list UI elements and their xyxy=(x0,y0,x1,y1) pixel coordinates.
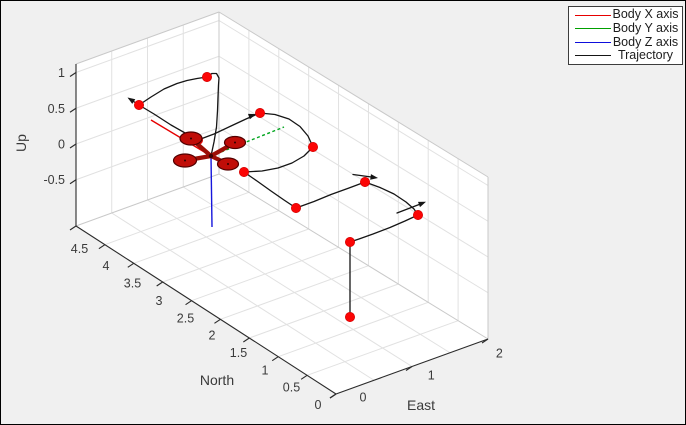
legend-line-sample-body-y xyxy=(575,28,611,30)
legend-line-sample-body-z xyxy=(575,41,611,43)
svg-text:1.5: 1.5 xyxy=(230,346,247,360)
legend-entry-body-y: Body Y axis xyxy=(571,20,680,36)
legend-label-body-x: Body X axis xyxy=(612,7,679,22)
waypoint-marker xyxy=(344,237,355,248)
quadcopter-hub xyxy=(208,153,214,159)
svg-text:Up: Up xyxy=(13,134,29,152)
svg-text:North: North xyxy=(200,372,234,388)
waypoint-marker xyxy=(307,142,318,153)
legend-label-body-y: Body Y axis xyxy=(612,20,679,35)
svg-text:0.5: 0.5 xyxy=(283,381,300,395)
svg-text:4.5: 4.5 xyxy=(71,242,88,256)
svg-text:3: 3 xyxy=(156,294,163,308)
svg-text:1: 1 xyxy=(58,66,65,80)
legend-line-sample-trajectory xyxy=(575,55,611,57)
legend-entry-body-x: Body X axis xyxy=(571,8,680,22)
quadcopter-model xyxy=(172,131,247,171)
svg-text:4: 4 xyxy=(103,259,110,273)
body-z-axis-line xyxy=(210,155,213,228)
legend-entry-trajectory: Trajectory xyxy=(571,48,680,63)
rotor-center-dot xyxy=(227,163,229,165)
waypoint-markers xyxy=(134,72,423,322)
trajectory-direction-arrows xyxy=(127,97,426,208)
svg-text:0: 0 xyxy=(315,398,322,412)
waypoint-marker xyxy=(344,311,355,322)
legend-label-body-z: Body Z axis xyxy=(612,34,679,49)
grid-lines xyxy=(75,20,489,381)
waypoint-marker xyxy=(290,203,301,214)
svg-text:1: 1 xyxy=(262,363,269,377)
svg-text:1: 1 xyxy=(428,369,435,383)
waypoint-marker xyxy=(202,72,213,83)
waypoint-marker xyxy=(255,108,266,119)
tick-labels: 0 0.5 1 1.5 2 2.5 3 3.5 4 4.5 0 1 2 -0.5 0 0.5 1 xyxy=(43,66,502,412)
rotor-center-dot xyxy=(184,159,186,162)
svg-text:0.5: 0.5 xyxy=(48,102,65,116)
legend[interactable]: Body X axis Body Y axis Body Z axis Traj… xyxy=(568,6,683,65)
svg-text:0: 0 xyxy=(58,137,65,151)
svg-text:0: 0 xyxy=(360,391,367,405)
legend-line-sample-body-x xyxy=(575,14,611,16)
rotor-center-dot xyxy=(190,137,192,140)
svg-text:2: 2 xyxy=(209,329,216,343)
waypoint-marker xyxy=(359,177,370,188)
waypoint-marker xyxy=(239,167,250,178)
axis-titles: Up North East xyxy=(13,134,435,413)
svg-text:2.5: 2.5 xyxy=(177,311,194,325)
svg-text:-0.5: -0.5 xyxy=(43,173,65,187)
waypoint-marker xyxy=(412,210,423,221)
waypoint-marker xyxy=(134,100,145,111)
box-edges xyxy=(75,11,489,340)
svg-text:2: 2 xyxy=(496,347,503,361)
rotor-center-dot xyxy=(234,141,236,144)
svg-text:3.5: 3.5 xyxy=(124,277,141,291)
legend-label-trajectory: Trajectory xyxy=(617,48,674,63)
svg-text:East: East xyxy=(407,397,435,413)
axis-ticks xyxy=(69,72,489,399)
legend-entry-body-z: Body Z axis xyxy=(571,34,680,50)
